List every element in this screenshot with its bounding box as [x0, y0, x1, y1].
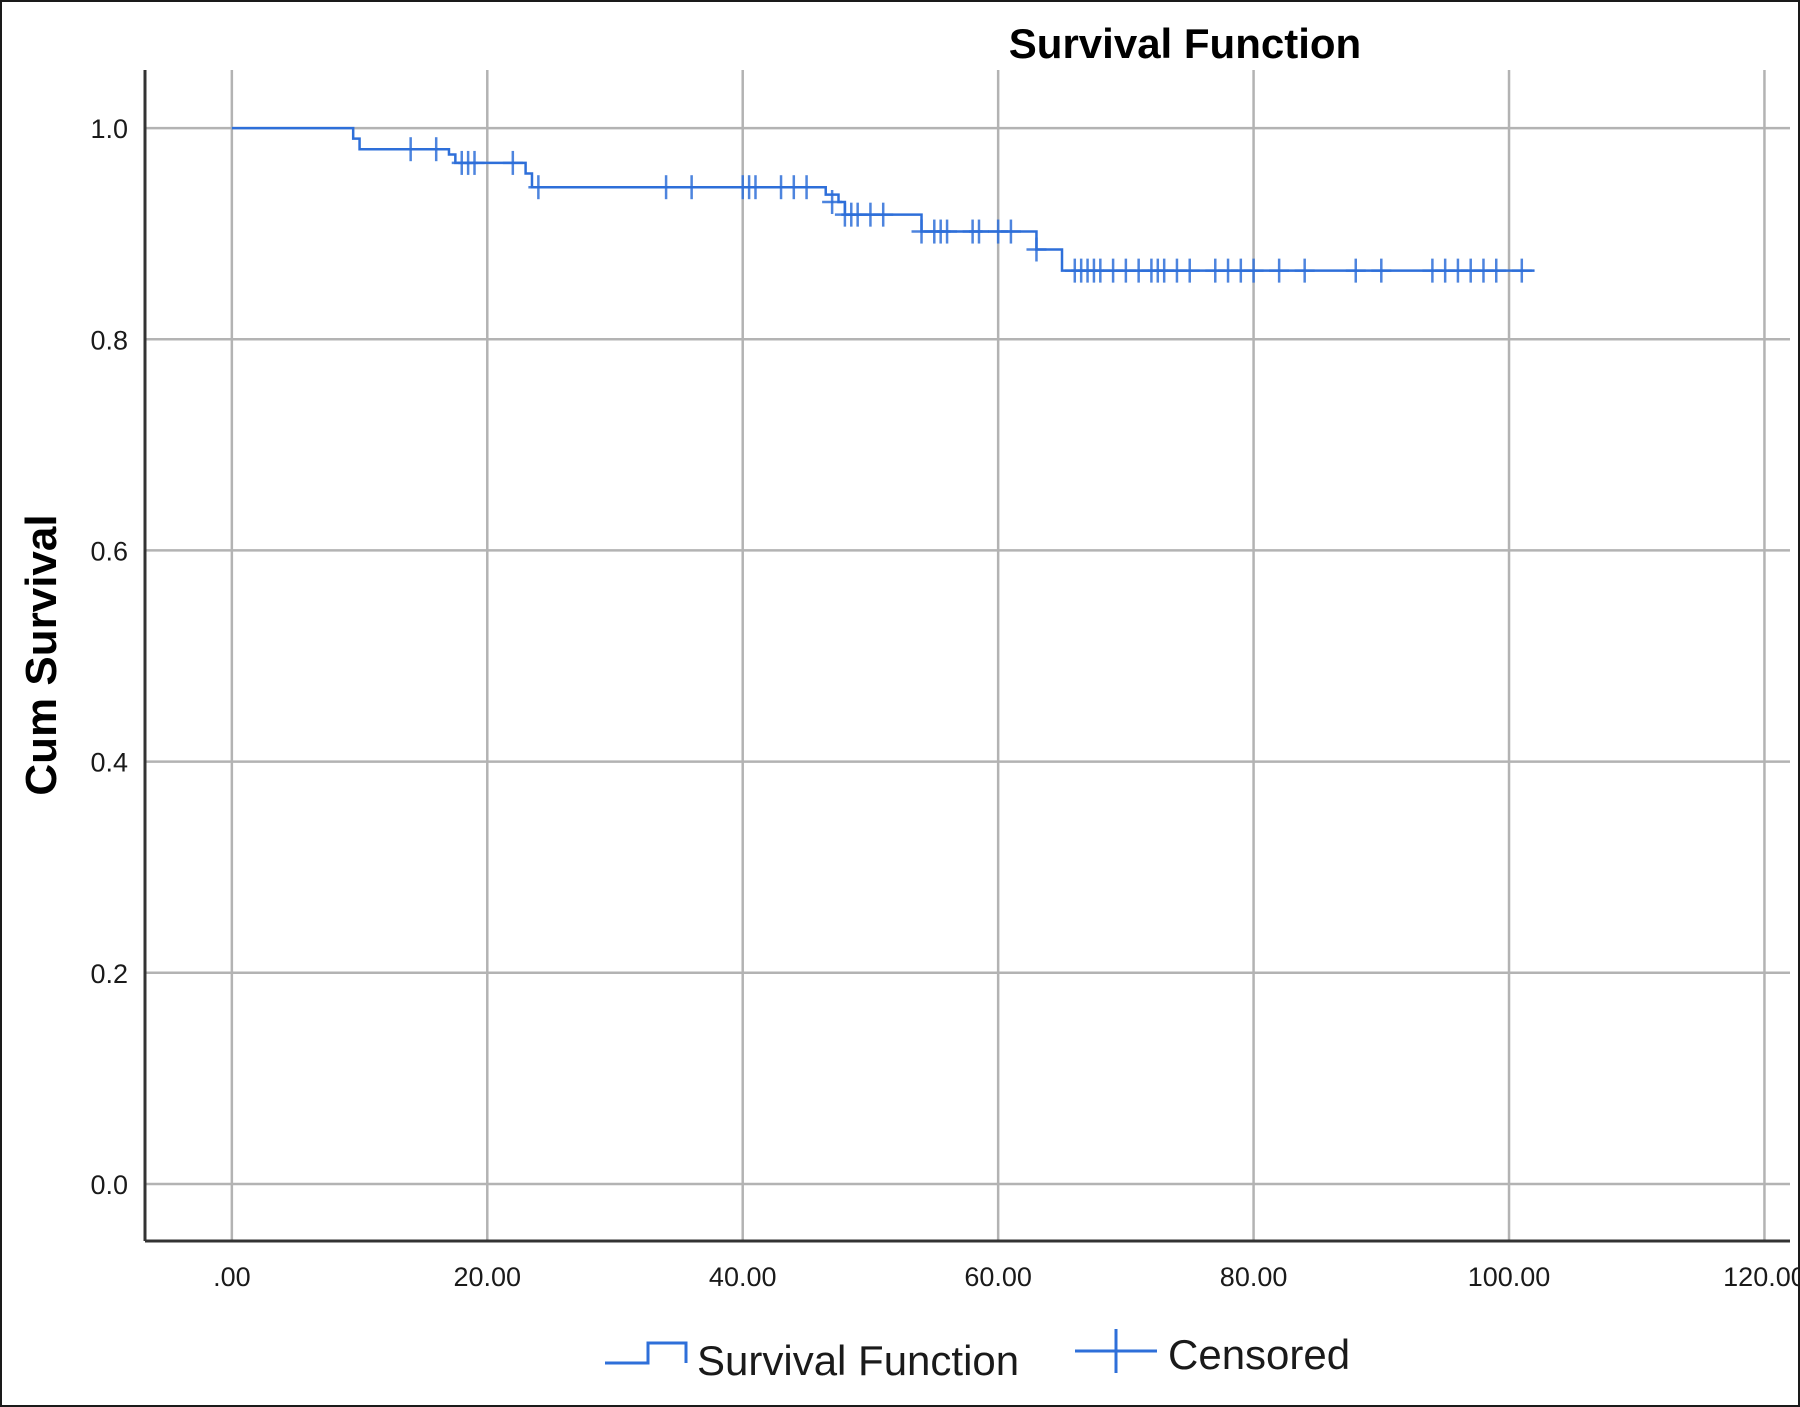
censored-marker: [968, 219, 989, 244]
censored-marker: [796, 175, 817, 200]
censored-marker: [464, 150, 485, 175]
x-tick-label: 40.00: [709, 1262, 777, 1292]
y-tick-label: 1.0: [90, 114, 128, 144]
chart-title: Survival Function: [1009, 20, 1361, 67]
censored-marker: [656, 175, 677, 200]
x-tick-label: 80.00: [1220, 1262, 1288, 1292]
censored-marker: [426, 137, 447, 162]
censored-marker: [873, 202, 894, 227]
censored-marker: [822, 189, 843, 214]
censored-marker: [1294, 258, 1315, 283]
tick-labels: .00 20.00 40.00 60.00 80.00 100.00 120.00 0.0 0.…: [90, 114, 1800, 1292]
legend-survival-symbol: [605, 1341, 688, 1365]
censored-marker: [745, 175, 766, 200]
y-axis-label: Cum Survival: [17, 514, 66, 795]
legend-survival-label: Survival Function: [697, 1337, 1019, 1384]
censored-marker: [1345, 258, 1366, 283]
y-tick-label: 0.0: [90, 1170, 128, 1200]
legend-censored-label: Censored: [1168, 1331, 1350, 1378]
censored-marker: [400, 137, 421, 162]
x-tick-label: 100.00: [1468, 1262, 1551, 1292]
y-tick-label: 0.6: [90, 536, 128, 566]
censored-marker: [502, 150, 523, 175]
censored-marker: [1371, 258, 1392, 283]
censored-marker: [1026, 237, 1047, 262]
censored-marker: [681, 175, 702, 200]
x-tick-label: .00: [213, 1262, 251, 1292]
censored-marker: [1511, 258, 1532, 283]
censored-marker: [1243, 258, 1264, 283]
censored-marker: [1486, 258, 1507, 283]
series-layer: [231, 126, 1535, 283]
censored-marker: [937, 219, 958, 244]
censored-marker: [1269, 258, 1290, 283]
x-tick-label: 120.00: [1723, 1262, 1800, 1292]
y-tick-label: 0.4: [90, 748, 128, 778]
x-tick-label: 60.00: [964, 1262, 1032, 1292]
axes: [143, 70, 1790, 1243]
x-tick-label: 20.00: [453, 1262, 521, 1292]
y-tick-label: 0.8: [90, 325, 128, 355]
y-tick-label: 0.2: [90, 959, 128, 989]
censored-marker: [1179, 258, 1200, 283]
legend: Survival Function Censored: [605, 1329, 1350, 1384]
censored-marker: [528, 175, 549, 200]
censored-marker: [1000, 219, 1021, 244]
grid-lines: [145, 70, 1790, 1241]
